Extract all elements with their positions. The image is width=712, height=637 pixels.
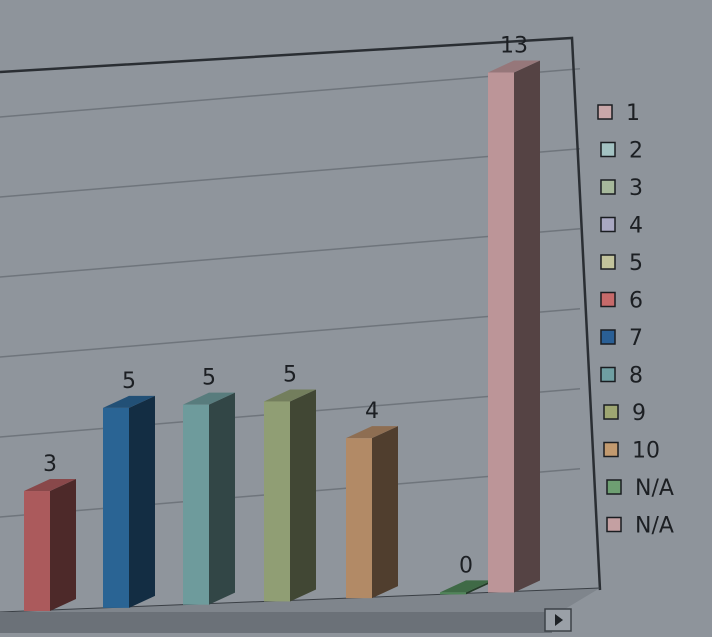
legend-label: 1 (626, 101, 640, 126)
legend-item: 6 (600, 289, 643, 314)
plot-frame (0, 36, 602, 591)
bar (103, 395, 155, 608)
legend-item: 3 (600, 176, 643, 201)
legend-swatch (603, 404, 619, 420)
data-label: 4 (365, 399, 379, 424)
bar-top (183, 392, 235, 405)
data-label: 0 (459, 553, 473, 578)
legend-label: 7 (629, 326, 643, 351)
legend-label: 4 (629, 214, 643, 239)
legend-item: 9 (603, 401, 646, 426)
bar (488, 60, 540, 593)
data-label: 5 (202, 366, 216, 391)
data-label: 5 (283, 362, 297, 387)
legend-swatch (600, 329, 616, 345)
bar-top (440, 580, 492, 593)
legend-label: 3 (629, 176, 643, 201)
bar-front (24, 491, 50, 612)
legend-swatch (600, 216, 616, 233)
gridline (0, 148, 581, 198)
bar-front (183, 404, 209, 605)
legend-label: 6 (629, 289, 643, 314)
legend-item: 1 (597, 101, 640, 126)
legend-item: 7 (600, 326, 643, 351)
legend-item: 8 (600, 364, 643, 389)
bar-front (103, 407, 129, 608)
data-label: 13 (500, 33, 528, 58)
bar-top (24, 479, 76, 492)
legend-swatch (600, 179, 616, 195)
bar-front (264, 401, 290, 602)
legend-item: N/A (606, 476, 674, 501)
bar (440, 580, 492, 595)
legend-swatch (600, 141, 616, 158)
gridline (0, 228, 581, 278)
legend-label: N/A (635, 514, 674, 539)
bar-side (514, 60, 540, 593)
legend-swatch (597, 104, 613, 120)
scrollbar-track[interactable] (0, 612, 552, 633)
bar-top (103, 395, 155, 408)
legend-item: N/A (606, 514, 674, 539)
bar-front (346, 438, 372, 599)
bar-top (346, 426, 398, 439)
legend-swatch (600, 366, 616, 383)
data-label: 5 (122, 369, 136, 394)
legend-swatch (600, 291, 616, 308)
bar (183, 392, 235, 605)
bar (24, 479, 76, 612)
legend-label: 10 (632, 439, 660, 464)
legend-item: 2 (600, 139, 643, 164)
legend-label: 5 (629, 251, 643, 276)
legend-label: 8 (629, 364, 643, 389)
bar-side (50, 479, 76, 612)
legend-swatch (600, 254, 616, 270)
scroll-right-arrow-icon (555, 614, 563, 626)
legend-label: 2 (629, 139, 643, 164)
legend-swatch (603, 441, 619, 458)
legend-label: N/A (635, 476, 674, 501)
legend-swatch (606, 516, 622, 533)
bar-front (440, 592, 466, 595)
bar-side (129, 395, 155, 608)
bar-top (488, 60, 540, 73)
legend-label: 9 (632, 401, 646, 426)
data-label: 3 (43, 452, 57, 477)
legend-item: 10 (603, 439, 660, 464)
bar-side (209, 392, 235, 605)
gridline (0, 68, 581, 118)
bar-side (466, 580, 492, 595)
legend-item: 5 (600, 251, 643, 276)
bar-side (290, 389, 316, 602)
bar-top (264, 389, 316, 402)
bar (346, 426, 398, 599)
legend-item: 4 (600, 214, 643, 239)
bar-front (488, 72, 514, 593)
legend-swatch (606, 479, 622, 495)
bar (264, 389, 316, 602)
bar-side (372, 426, 398, 599)
gridline (0, 308, 581, 358)
